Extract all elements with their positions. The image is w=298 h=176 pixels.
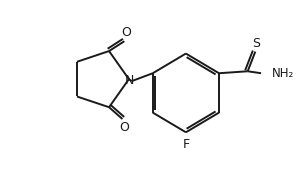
Text: N: N <box>125 74 134 87</box>
Text: S: S <box>252 37 260 50</box>
Text: F: F <box>182 138 190 151</box>
Text: O: O <box>119 121 129 134</box>
Text: O: O <box>121 26 131 39</box>
Text: NH₂: NH₂ <box>271 67 294 80</box>
